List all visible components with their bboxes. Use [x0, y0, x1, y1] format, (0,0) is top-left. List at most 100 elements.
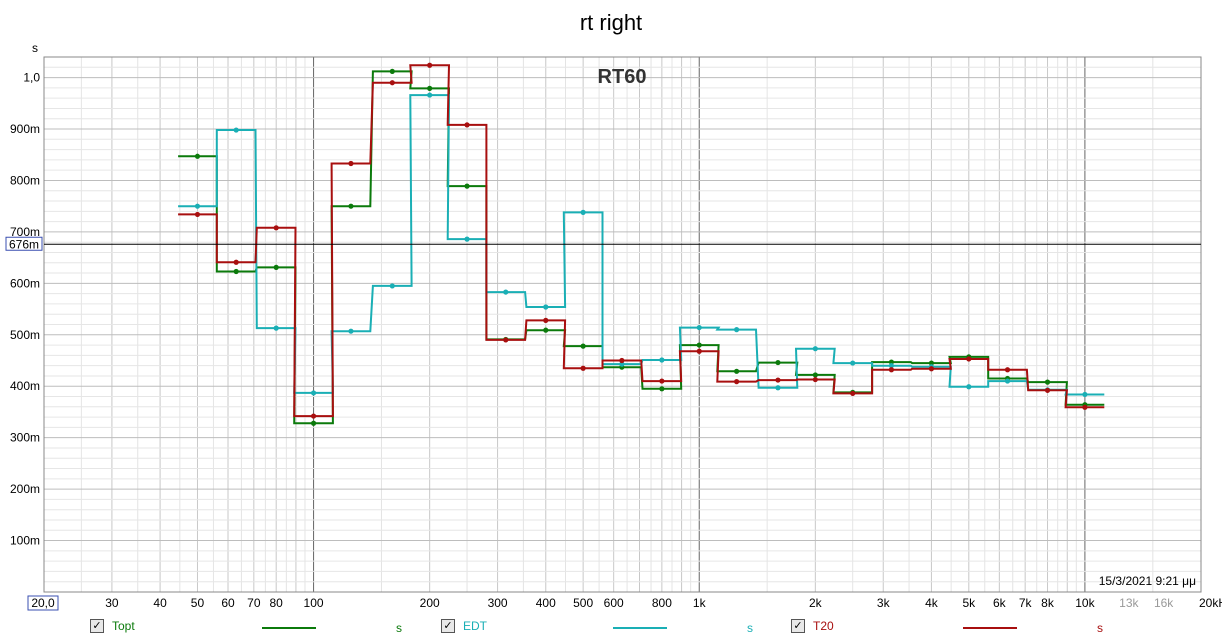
data-point-topt — [543, 327, 549, 333]
x-tick-label: 6k — [993, 596, 1007, 610]
data-point-edt — [348, 328, 354, 334]
data-point-edt — [812, 346, 818, 352]
t20-checkbox[interactable]: ✓ — [791, 619, 805, 633]
legend-label-topt: Topt — [112, 619, 135, 633]
series-group — [178, 62, 1105, 426]
data-point-topt — [928, 360, 935, 366]
data-point-edt — [850, 360, 856, 366]
data-point-edt — [888, 363, 895, 369]
y-tick-label: 600m — [10, 276, 40, 290]
data-point-t20 — [194, 211, 201, 218]
data-point-edt — [543, 304, 549, 310]
x-tick-label: 13k — [1119, 596, 1139, 610]
y-tick-label: 700m — [10, 225, 40, 239]
data-point-t20 — [389, 80, 395, 86]
data-point-t20 — [1082, 404, 1088, 410]
data-point-t20 — [966, 356, 972, 362]
data-point-t20 — [1004, 367, 1011, 373]
data-point-t20 — [619, 357, 625, 364]
x-tick-label: 800 — [652, 596, 672, 610]
legend-swatch-edt — [613, 627, 667, 629]
data-point-topt — [659, 386, 665, 392]
data-point-t20 — [543, 317, 549, 323]
data-point-edt — [580, 209, 586, 215]
data-point-edt — [233, 127, 239, 133]
data-point-t20 — [888, 367, 895, 373]
data-point-topt — [696, 342, 702, 348]
x-tick-label: 100 — [304, 596, 324, 610]
y-tick-label: 1,0 — [23, 71, 40, 85]
legend-unit-t20: s — [1097, 621, 1103, 635]
data-point-topt — [194, 153, 201, 159]
x-tick-label: 16k — [1154, 596, 1174, 610]
data-point-edt — [1082, 391, 1088, 398]
data-point-edt — [389, 283, 395, 289]
data-point-edt — [659, 357, 665, 363]
x-tick-label: 500 — [573, 596, 593, 610]
legend-label-edt: EDT — [463, 619, 487, 633]
x-tick-label: 70 — [247, 596, 261, 610]
data-point-edt — [503, 289, 509, 295]
data-point-t20 — [775, 377, 781, 383]
x-tick-label: 4k — [925, 596, 939, 610]
y-tick-label: 900m — [10, 122, 40, 136]
legend-swatch-t20 — [963, 627, 1017, 629]
data-point-topt — [348, 203, 354, 209]
data-point-t20 — [659, 378, 665, 384]
legend-item-edt[interactable]: ✓ EDT — [441, 619, 487, 633]
data-point-topt — [812, 372, 818, 378]
chart-title: rt right — [580, 10, 642, 35]
legend-item-topt[interactable]: ✓ Topt — [90, 619, 135, 633]
data-point-t20 — [928, 366, 935, 372]
data-point-edt — [464, 236, 470, 242]
data-point-edt — [734, 327, 740, 333]
y-tick-label: 200m — [10, 482, 40, 496]
x-tick-label: 60 — [221, 596, 235, 610]
data-point-edt — [1004, 378, 1011, 384]
data-point-edt — [273, 325, 279, 331]
data-point-topt — [888, 359, 895, 365]
data-point-topt — [580, 343, 586, 349]
legend-unit-topt: s — [396, 621, 402, 635]
data-point-t20 — [850, 390, 856, 397]
data-point-topt — [775, 359, 781, 366]
data-point-t20 — [427, 62, 433, 68]
legend-swatch-topt — [262, 627, 316, 629]
svg-text:676m: 676m — [9, 237, 39, 251]
data-point-edt — [310, 390, 317, 396]
y-tick-labels: 100m 200m 300m 400m 500m 600m 700m 800m 900m 1,0 — [10, 71, 40, 548]
series-line-edt — [178, 94, 1105, 396]
data-point-topt — [464, 183, 470, 189]
x-origin-label: 20,0 — [27, 595, 59, 611]
data-point-edt — [427, 92, 433, 98]
edt-checkbox[interactable]: ✓ — [441, 619, 455, 633]
timestamp: 15/3/2021 9:21 μμ — [1099, 574, 1196, 588]
y-tick-label: 500m — [10, 328, 40, 342]
data-point-t20 — [696, 348, 702, 354]
data-point-t20 — [812, 376, 818, 383]
x-tick-label: 7k — [1019, 596, 1033, 610]
x-tick-label: 400 — [536, 596, 556, 610]
data-point-topt — [233, 268, 239, 275]
plot-inner-title: RT60 — [598, 66, 647, 88]
data-point-edt — [966, 384, 972, 390]
x-tick-label: 30 — [105, 596, 119, 610]
data-point-edt — [696, 324, 702, 331]
data-point-t20 — [1044, 387, 1051, 393]
legend-item-t20[interactable]: ✓ T20 — [791, 619, 834, 633]
x-tick-labels: 30 40 50 60 70 80 100 200 300 400 500 600 800 1k 2k 3k 4… — [105, 596, 1222, 610]
x-tick-label: 80 — [270, 596, 284, 610]
x-tick-label: 10k — [1075, 596, 1095, 610]
x-tick-label: 2k — [809, 596, 823, 610]
x-tick-label: 3k — [877, 596, 891, 610]
data-point-topt — [427, 85, 433, 91]
data-point-edt — [775, 385, 781, 391]
cursor-label: 676m — [5, 236, 43, 251]
data-point-t20 — [464, 122, 470, 128]
topt-checkbox[interactable]: ✓ — [90, 619, 104, 633]
x-tick-label: 50 — [191, 596, 205, 610]
x-tick-label: 8k — [1041, 596, 1055, 610]
data-point-t20 — [503, 337, 509, 343]
x-tick-label: 200 — [420, 596, 440, 610]
